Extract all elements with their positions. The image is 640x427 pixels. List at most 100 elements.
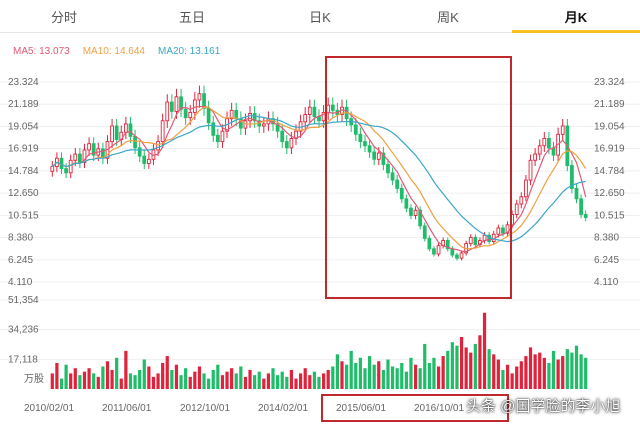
candle-body <box>91 143 96 156</box>
volume-bar <box>372 364 376 389</box>
volume-bar <box>381 369 385 389</box>
candle-body <box>533 153 537 161</box>
volume-bar <box>487 349 491 389</box>
candle-body <box>211 122 216 136</box>
volume-bar <box>436 366 441 389</box>
candle-body <box>142 155 147 164</box>
ma-legend-item: MA5: 13.073 <box>13 46 70 57</box>
tab-3[interactable]: 周K <box>437 10 459 25</box>
candle-body <box>183 108 188 119</box>
date-tick: 2012/10/01 <box>180 403 230 414</box>
volume-bar <box>413 364 418 389</box>
candle-body <box>404 198 409 209</box>
price-tick-right: 16.919 <box>594 144 625 155</box>
volume-bar <box>505 364 510 389</box>
volume-bar <box>446 350 450 389</box>
volume-bar <box>478 335 482 389</box>
volume-bar <box>528 347 533 389</box>
volume-bar <box>363 368 367 389</box>
candle-body <box>473 236 478 246</box>
volume-bar <box>253 375 257 389</box>
highlight-box-price <box>325 56 512 299</box>
volume-bar <box>216 364 220 389</box>
candle-body <box>501 227 505 234</box>
price-tick-left: 12.650 <box>8 188 39 199</box>
volume-bar <box>386 359 390 389</box>
volume-bar <box>354 363 358 389</box>
candle-body <box>165 101 170 122</box>
candle-body <box>73 153 78 161</box>
volume-bar <box>266 373 271 389</box>
candle-body <box>87 143 91 151</box>
candle-body <box>146 158 151 164</box>
volume-bar <box>510 373 514 389</box>
candle-body <box>229 109 234 120</box>
candle-body <box>78 153 82 163</box>
volume-tick: 51,354 <box>8 295 39 306</box>
candle-body <box>579 198 583 215</box>
volume-bar <box>538 352 542 389</box>
volume-bar <box>335 354 340 389</box>
candle-body <box>307 106 312 115</box>
volume-bar <box>547 363 551 389</box>
price-tick-right: 10.515 <box>594 210 625 221</box>
date-tick: 2010/02/01 <box>24 403 74 414</box>
volume-bar <box>321 373 326 389</box>
candle-body <box>275 123 280 132</box>
candle-body <box>574 187 579 200</box>
volume-bar <box>501 369 505 389</box>
volume-bar <box>427 363 431 389</box>
candle-body <box>445 240 450 250</box>
tab-1[interactable]: 五日 <box>178 10 205 25</box>
volume-bar <box>482 312 487 389</box>
volume-bar <box>441 356 445 389</box>
volume-bar <box>234 373 238 389</box>
volume-tick: 17,118 <box>8 354 38 365</box>
tab-4[interactable]: 月K <box>564 10 588 25</box>
volume-unit-label: 万股 <box>24 373 44 385</box>
candle-body <box>261 123 266 127</box>
price-axis: 23.324 23.324 21.189 21.189 19.054 19.054 16.9… <box>8 77 625 288</box>
volume-bars <box>50 312 588 389</box>
candle-body <box>547 138 551 149</box>
tab-2[interactable]: 日K <box>309 10 331 25</box>
candle-body <box>353 124 358 135</box>
volume-bar <box>450 342 454 389</box>
price-tick-left: 4.110 <box>8 277 33 288</box>
volume-bar <box>469 352 473 389</box>
volume-bar <box>377 361 381 389</box>
candle-body <box>303 114 308 123</box>
candle-body <box>160 120 165 143</box>
volume-bar <box>78 375 82 389</box>
candle-body <box>436 245 441 255</box>
volume-bar <box>119 378 123 389</box>
volume-bar <box>285 376 289 389</box>
volume-bar <box>124 350 128 389</box>
period-tabs: 分时 五日 日K 周K 月K <box>0 0 640 33</box>
tab-0[interactable]: 分时 <box>50 10 77 25</box>
price-tick-right: 4.110 <box>594 277 619 288</box>
candle-body <box>156 141 160 151</box>
candle-body <box>330 104 335 111</box>
price-tick-right: 12.650 <box>594 188 625 199</box>
volume-bar <box>156 373 160 389</box>
candle-body <box>570 165 574 189</box>
volume-bar <box>464 347 468 389</box>
volume-bar <box>92 373 96 389</box>
volume-bar <box>404 371 408 389</box>
volume-bar <box>496 359 500 389</box>
price-tick-right: 19.054 <box>594 121 625 132</box>
volume-bar <box>473 343 477 389</box>
candle-body <box>326 104 331 113</box>
candle-body <box>114 125 119 140</box>
active-tab-underline <box>512 30 640 33</box>
volume-bar <box>230 368 234 389</box>
volume-bar <box>55 363 59 389</box>
volume-bar <box>561 356 565 389</box>
volume-bar <box>432 357 436 389</box>
volume-tick: 34,236 <box>8 325 39 336</box>
volume-bar <box>298 373 303 389</box>
candle-body <box>68 159 73 174</box>
ma10-line <box>51 106 587 250</box>
volume-bar <box>326 369 330 389</box>
